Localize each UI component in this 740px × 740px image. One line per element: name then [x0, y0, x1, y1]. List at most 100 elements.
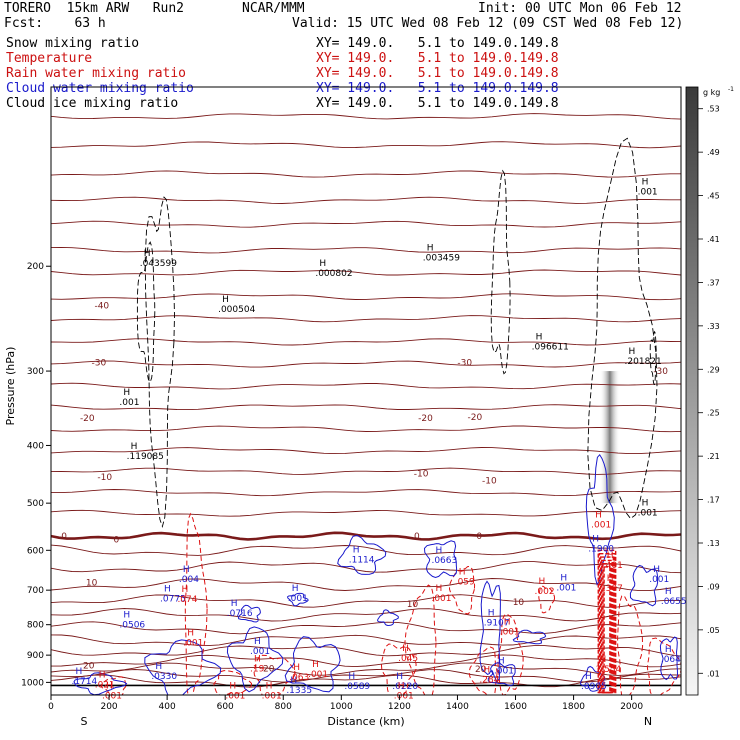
isotherm-line — [51, 315, 681, 323]
maximum-value-label: .001 — [649, 575, 669, 585]
isotherm-line — [51, 220, 681, 228]
x-tick-label: 1800 — [562, 702, 585, 712]
cloud-water-contour — [284, 636, 341, 693]
isotherm-label: 10 — [407, 600, 419, 610]
maximum-value-label: .021 — [95, 681, 115, 691]
maximum-value-label: .1714 — [71, 677, 97, 687]
maximum-h-marker: H — [607, 551, 614, 561]
isotherm-line — [51, 489, 681, 497]
maximum-value-label: .001 — [638, 188, 658, 198]
maximum-h-marker: H — [483, 666, 490, 676]
maximum-h-marker: H — [642, 498, 649, 508]
isotherm-line — [51, 654, 681, 668]
isotherm-label: -40 — [94, 302, 109, 312]
maximum-h-marker: H — [595, 510, 602, 520]
maximum-h-marker: H — [665, 645, 672, 655]
maximum-value-label: .001 — [638, 508, 658, 518]
freezing-line — [51, 531, 681, 541]
cloud-ice-contour — [587, 137, 658, 520]
isotherm-line — [51, 360, 681, 368]
rain-water-contours — [100, 512, 681, 695]
maximum-value-label: 1.554 — [596, 665, 622, 675]
isotherm-line — [51, 544, 681, 556]
maximum-value-label: .001 — [183, 639, 203, 649]
isotherm-label: -10 — [414, 470, 429, 480]
colorbar-unit: g kg — [703, 88, 720, 97]
colorbar-tick-label: .13 — [707, 539, 720, 548]
rain-contour — [538, 585, 556, 614]
maximum-h-marker: H — [504, 618, 511, 628]
cloud-ice-contour — [490, 169, 511, 375]
maximum-h-marker: H — [187, 629, 194, 639]
maximum-h-marker: H — [435, 546, 442, 556]
maximum-h-marker: H — [106, 681, 113, 691]
isotherm-line — [51, 621, 681, 635]
maximum-h-marker: H — [459, 567, 466, 577]
maximum-value-label: .004 — [179, 575, 199, 585]
isotherm-line — [51, 578, 681, 592]
isotherm-label: 10 — [513, 598, 525, 608]
y-tick-label: 1000 — [21, 678, 44, 688]
isotherm-label: -20 — [80, 414, 95, 424]
cloud-water-contour — [144, 639, 222, 695]
colorbar-tick-label: .17 — [707, 496, 720, 505]
y-tick-label: 300 — [27, 367, 44, 377]
rain-core-contour — [603, 566, 611, 694]
rain-contour — [448, 565, 476, 615]
legend-temperature: Temperature — [6, 51, 93, 66]
maximum-value-label: .059 — [455, 577, 475, 587]
maximum-h-marker: H — [183, 565, 190, 575]
legend-snow: Snow mixing ratio — [6, 36, 140, 51]
colorbar-tick-label: .25 — [707, 409, 720, 418]
isotherm-label: -10 — [97, 473, 112, 483]
maximum-h-marker: H — [292, 584, 299, 594]
colorbar-tick-label: .29 — [707, 365, 720, 374]
colorbar-tick-label: .45 — [707, 192, 720, 201]
isotherm-label: 20 — [83, 662, 95, 672]
maximum-value-label: .0905 — [581, 682, 607, 692]
maximum-value-label: .119085 — [127, 452, 164, 462]
cloud-ice-contour — [144, 196, 175, 529]
maximum-h-marker: H — [607, 574, 614, 584]
maximum-value-label: .001 — [394, 691, 414, 701]
institution-label: NCAR/MMM — [242, 1, 305, 16]
legend-cloud-ice-xy: XY= 149.0. 5.1 to 149.0.149.8 — [316, 96, 559, 111]
maximum-h-marker: H — [99, 671, 106, 681]
isotherm-label: 0 — [476, 532, 482, 542]
rain-core-contour — [598, 553, 616, 694]
maximum-value-label: .0775 — [160, 595, 186, 605]
rain-contour — [404, 584, 437, 695]
maximum-h-marker: H — [498, 657, 505, 667]
maximum-h-marker: H — [290, 676, 297, 686]
legend-cloud-ice: Cloud ice mixing ratio — [6, 96, 179, 111]
maximum-value-label: .1335 — [286, 686, 312, 696]
x-tick-label: 0 — [48, 702, 54, 712]
rain-contour — [497, 613, 524, 695]
maximum-h-marker: H — [592, 534, 599, 544]
maximum-h-marker: H — [642, 178, 649, 188]
forecast-hour: Fcst: 63 h — [4, 16, 106, 31]
maximum-value-label: .000802 — [315, 269, 352, 279]
maximum-value-label: .001 — [591, 520, 611, 530]
valid-time: Valid: 15 UTC Wed 08 Feb 12 (09 CST Wed … — [292, 16, 684, 31]
legend-cloud-water: Cloud water mixing ratio — [6, 81, 194, 96]
cloud-water-contour — [659, 636, 679, 681]
maximum-h-marker: H — [600, 655, 607, 665]
cloud-water-contour — [337, 534, 387, 575]
colorbar-tick-label: .49 — [707, 148, 720, 157]
cloud-water-contour — [226, 626, 284, 693]
isotherm-line — [51, 170, 681, 178]
colorbar — [685, 86, 699, 696]
north-label: N — [644, 715, 652, 728]
maximum-value-label: .1900 — [588, 544, 614, 554]
maximum-value-label: .001 — [225, 691, 245, 701]
maximum-h-marker: H — [665, 587, 672, 597]
x-tick-label: 1200 — [388, 702, 411, 712]
isotherm-label: 0 — [61, 532, 67, 542]
maximum-h-marker: H — [254, 637, 261, 647]
y-tick-label: 400 — [27, 441, 44, 451]
maximum-value-label: .0220 — [392, 682, 418, 692]
maximum-h-marker: H — [131, 442, 138, 452]
maximum-value-label: .0589 — [344, 682, 370, 692]
maximum-value-label: .307 — [603, 584, 623, 594]
